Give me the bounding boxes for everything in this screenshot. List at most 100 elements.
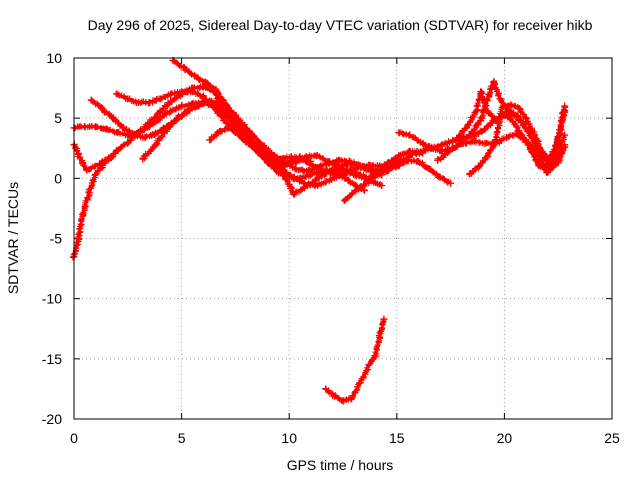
y-tick-label: -15 xyxy=(42,351,62,367)
data-point xyxy=(74,150,82,158)
data-point xyxy=(87,96,95,104)
y-tick-label: 5 xyxy=(54,110,62,126)
data-point xyxy=(330,392,338,400)
y-tick-label: -10 xyxy=(42,291,62,307)
data-point xyxy=(335,164,343,172)
data-point xyxy=(475,162,483,170)
data-point xyxy=(201,78,209,86)
data-point xyxy=(513,112,521,120)
data-point xyxy=(483,153,491,161)
data-point xyxy=(498,103,506,111)
data-point xyxy=(277,155,285,163)
axis-ticks: 0 5 10 15 20 25 -20 -15 -10 -5 0 5 10 xyxy=(42,50,620,446)
data-point xyxy=(109,114,117,122)
data-point xyxy=(238,129,246,137)
data-point xyxy=(466,170,474,178)
y-axis-label: SDTVAR / TECUs xyxy=(5,182,21,294)
data-point xyxy=(477,88,485,96)
data-point xyxy=(526,145,534,153)
data-point xyxy=(539,150,547,158)
data-point xyxy=(365,361,373,369)
data-point xyxy=(307,171,315,179)
data-point xyxy=(193,102,201,110)
data-point xyxy=(376,333,384,341)
data-point xyxy=(333,173,341,181)
data-point xyxy=(156,95,164,103)
data-point xyxy=(464,121,472,129)
data-point xyxy=(290,174,298,182)
data-point xyxy=(302,153,310,161)
data-point xyxy=(371,352,379,360)
chart-title: Day 296 of 2025, Sidereal Day-to-day VTE… xyxy=(88,17,593,33)
data-point xyxy=(124,95,132,103)
data-point xyxy=(216,127,224,135)
data-point xyxy=(395,151,403,159)
data-point xyxy=(152,130,160,138)
data-point xyxy=(466,131,474,139)
data-point xyxy=(522,124,530,132)
data-point xyxy=(259,153,267,161)
data-point xyxy=(438,141,446,149)
data-point xyxy=(354,164,362,172)
data-point xyxy=(406,131,414,139)
data-point xyxy=(302,167,310,175)
data-point xyxy=(496,95,504,103)
data-point xyxy=(343,160,351,168)
x-tick-label: 10 xyxy=(281,430,297,446)
data-point xyxy=(309,162,317,170)
data-point xyxy=(270,159,278,167)
x-tick-label: 20 xyxy=(497,430,513,446)
y-tick-label: -20 xyxy=(42,411,62,427)
data-point xyxy=(470,137,478,145)
data-point xyxy=(348,395,356,403)
data-point xyxy=(180,64,188,72)
data-point xyxy=(257,144,265,152)
data-point xyxy=(139,155,147,163)
x-axis-label: GPS time / hours xyxy=(287,457,394,473)
data-point xyxy=(287,153,295,161)
data-point xyxy=(455,139,463,147)
data-point xyxy=(191,72,199,80)
plot-frame xyxy=(73,57,613,420)
data-point xyxy=(373,170,381,178)
data-point xyxy=(395,129,403,137)
data-point xyxy=(300,179,308,187)
data-point xyxy=(119,124,127,132)
data-point xyxy=(74,235,82,242)
data-point xyxy=(509,118,517,126)
x-tick-label: 0 xyxy=(70,430,78,446)
data-point xyxy=(531,131,539,139)
data-point xyxy=(188,88,196,96)
data-point xyxy=(150,143,158,151)
data-point xyxy=(356,379,364,387)
data-point xyxy=(352,186,360,194)
data-point xyxy=(378,182,386,190)
data-point xyxy=(221,117,229,125)
series-track-negative xyxy=(322,315,388,405)
data-point xyxy=(341,196,349,204)
data-point xyxy=(363,179,371,187)
data-point xyxy=(384,159,392,167)
data-point xyxy=(290,190,298,198)
data-point xyxy=(178,88,186,96)
plot-area xyxy=(69,56,569,405)
data-point xyxy=(249,143,257,151)
series-track-evening-d xyxy=(453,88,569,174)
data-point xyxy=(380,315,388,323)
data-point xyxy=(85,189,93,197)
data-point xyxy=(406,148,414,156)
data-point xyxy=(503,133,511,141)
data-point xyxy=(345,167,353,175)
data-point xyxy=(518,131,526,139)
data-point xyxy=(182,108,190,116)
data-point xyxy=(141,133,149,141)
data-point xyxy=(167,107,175,115)
data-point xyxy=(124,138,132,146)
data-point xyxy=(436,173,444,181)
data-point xyxy=(145,123,153,131)
data-point xyxy=(285,180,293,188)
data-point xyxy=(83,166,91,174)
data-point xyxy=(135,99,143,107)
data-point xyxy=(481,125,489,133)
data-point xyxy=(109,153,117,161)
